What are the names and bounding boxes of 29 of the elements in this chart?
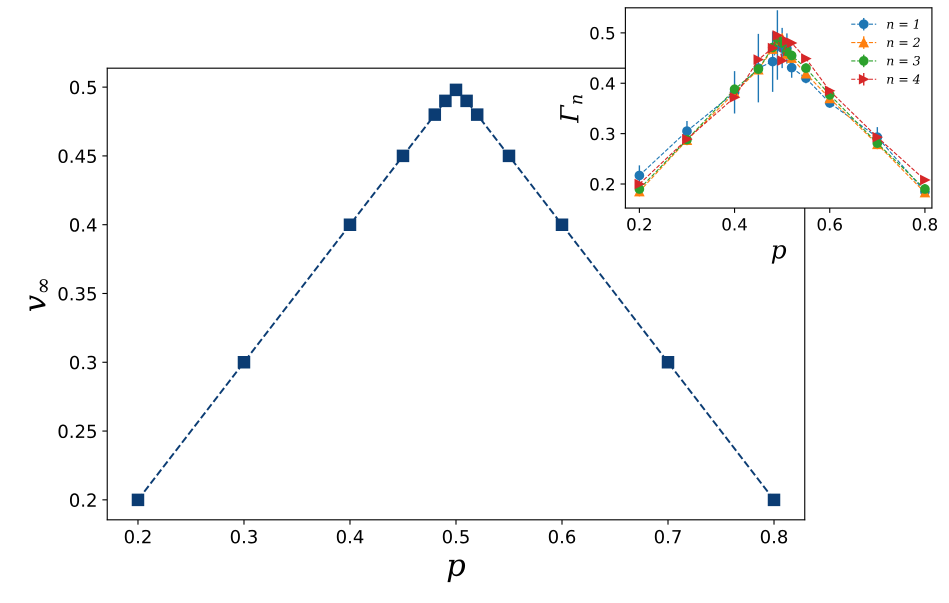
- y-axis-title: Γ$_{n}$: [560, 95, 582, 124]
- y-tick-label: 0.25: [58, 424, 96, 438]
- y-tick-label: 0.2: [590, 178, 614, 191]
- x-tick-label: 0.6: [548, 530, 576, 544]
- x-tick-label: 0.5: [442, 530, 469, 544]
- legend-label: n = 3: [887, 56, 920, 66]
- y-axis-title: v$_{∞}$: [30, 279, 48, 311]
- legend-label: n = 1: [887, 19, 918, 29]
- x-tick-label: 0.4: [336, 530, 364, 544]
- y-tick-label: 0.5: [590, 26, 614, 40]
- y-tick-label: 0.45: [58, 149, 96, 164]
- x-tick-label: 0.8: [912, 218, 938, 231]
- x-tick-label: 0.4: [722, 218, 747, 231]
- x-tick-label: 0.8: [760, 530, 788, 544]
- legend-label: n = 4: [887, 74, 920, 84]
- y-tick-label: 0.3: [70, 356, 96, 370]
- x-axis-title: p: [448, 559, 466, 582]
- x-tick-label: 0.7: [654, 530, 681, 544]
- legend-label: n = 2: [887, 38, 920, 47]
- x-tick-label: 0.6: [818, 218, 842, 231]
- x-tick-label: 0.3: [230, 530, 257, 544]
- y-tick-label: 0.4: [590, 77, 615, 90]
- x-tick-label: 0.2: [627, 218, 651, 231]
- y-tick-label: 0.35: [58, 286, 96, 301]
- x-axis-title: p: [772, 245, 786, 264]
- x-tick-label: 0.2: [124, 530, 151, 544]
- y-tick-label: 0.3: [590, 128, 614, 140]
- y-tick-label: 0.2: [70, 493, 96, 507]
- y-tick-label: 0.5: [70, 80, 96, 94]
